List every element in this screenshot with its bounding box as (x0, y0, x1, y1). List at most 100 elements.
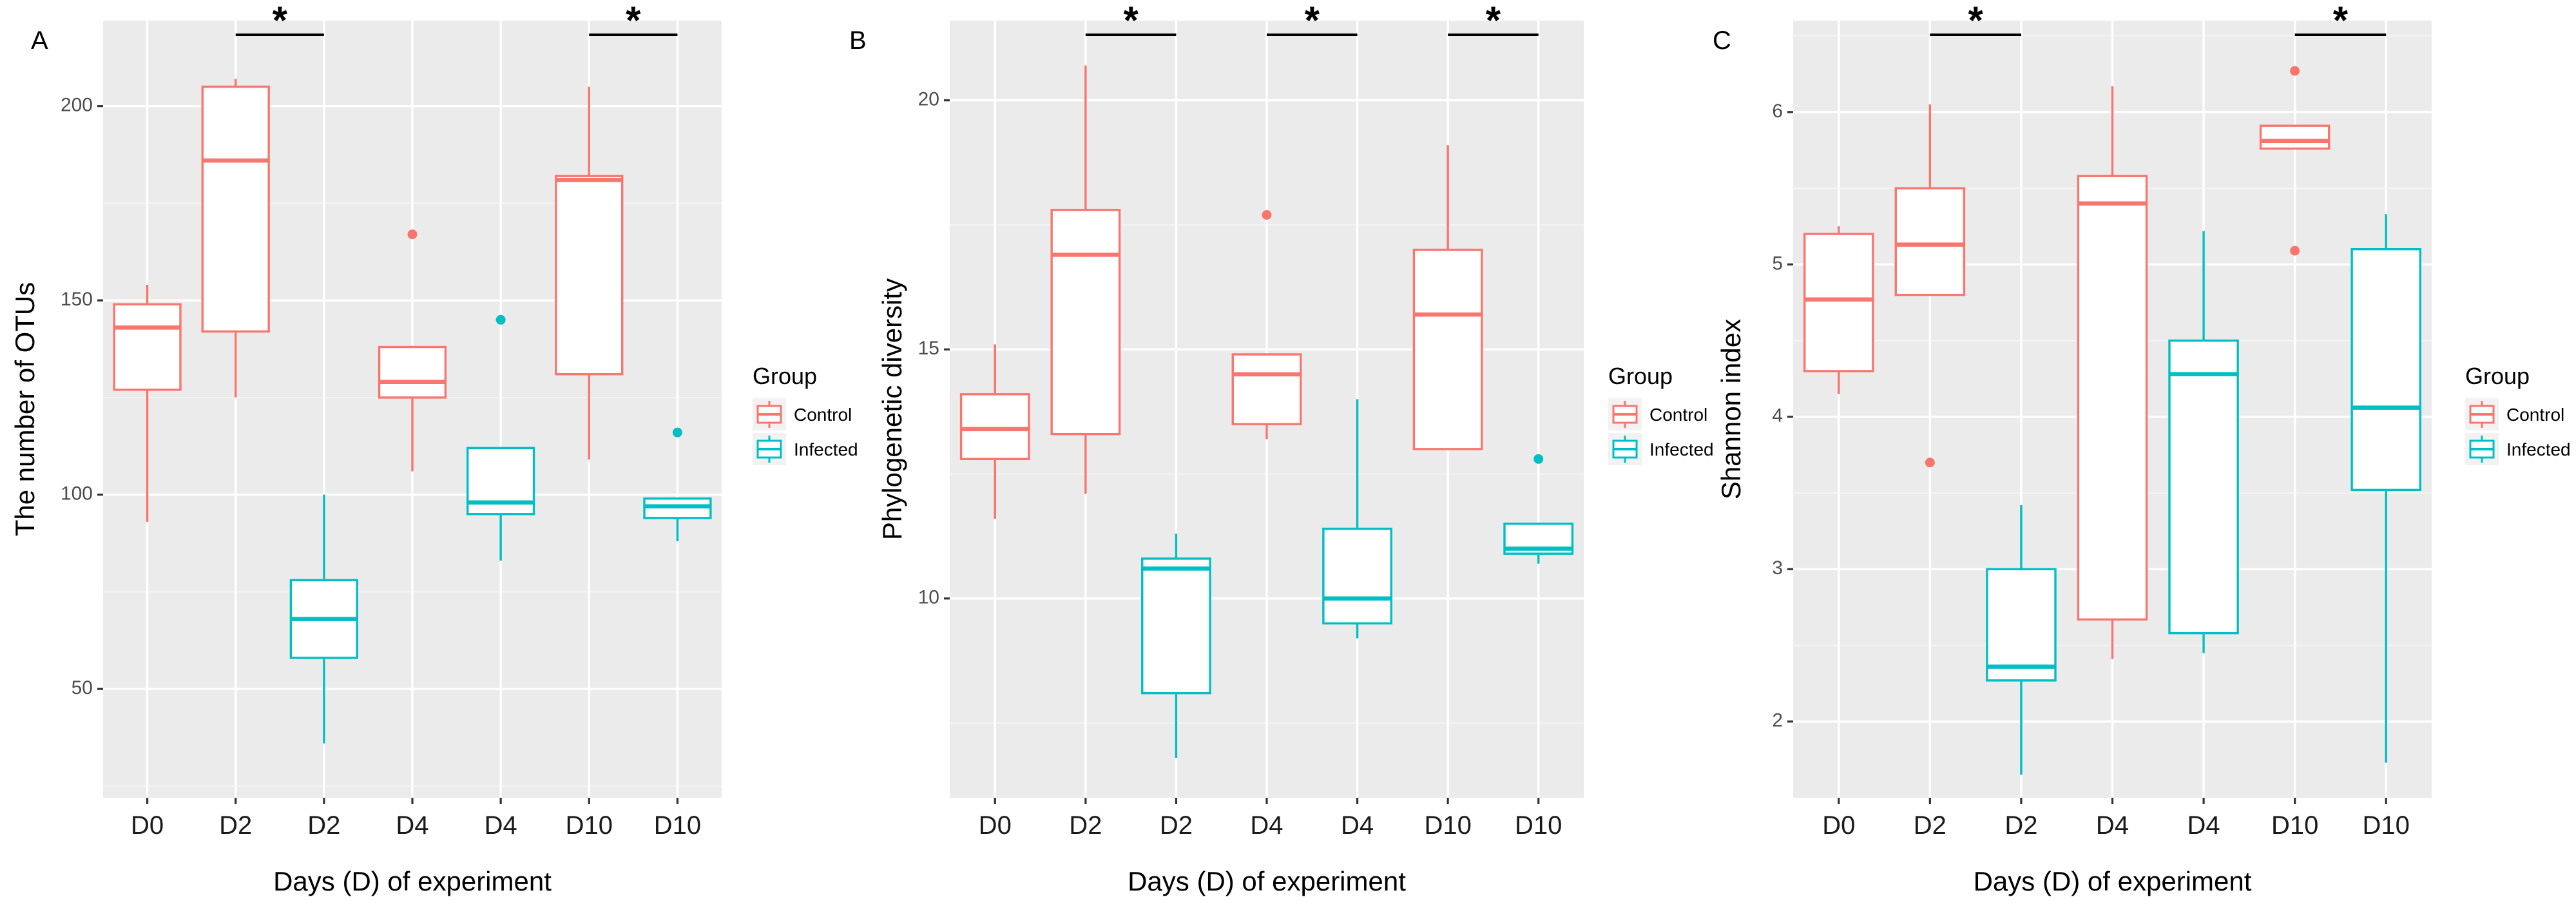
legend-label: Control (1649, 405, 1707, 425)
y-tick-label: 6 (1772, 101, 1783, 122)
x-tick-label: D10 (1515, 811, 1562, 840)
legend-title: Group (2465, 363, 2530, 389)
box-infected-d4 (2168, 231, 2239, 653)
x-tick-label: D10 (654, 811, 701, 840)
box-control-d4 (2077, 86, 2148, 659)
legend-item-infected: Infected (2465, 433, 2571, 465)
legend-label: Control (2506, 405, 2564, 425)
x-tick-label: D10 (2363, 811, 2410, 840)
box-control-d2 (201, 79, 270, 398)
box-control-d10 (1412, 145, 1483, 450)
box-control-d2 (1894, 104, 1966, 468)
legend: Group Control Infected (1608, 363, 1714, 465)
box-infected-d10 (643, 427, 712, 542)
x-tick-label: D4 (2096, 811, 2129, 840)
legend-label: Control (794, 405, 852, 425)
y-tick-label: 15 (918, 338, 939, 359)
iqr-box (1322, 527, 1392, 625)
box-infected-d2 (1141, 534, 1211, 758)
iqr-box (201, 85, 270, 333)
x-tick-label: D4 (1250, 811, 1283, 840)
legend-title: Group (753, 363, 817, 389)
x-tick-label: D10 (1424, 811, 1471, 840)
legend-title: Group (1608, 363, 1673, 389)
outlier-point (2290, 66, 2300, 76)
legend-item-infected: Infected (1608, 433, 1714, 465)
box-control-d4 (378, 229, 447, 472)
legend-item-infected: Infected (753, 433, 858, 465)
y-axis-title: Shannon index (1716, 319, 1746, 499)
x-tick-label: D2 (219, 811, 252, 840)
x-tick-label: D2 (2004, 811, 2037, 840)
x-tick-label: D2 (307, 811, 340, 840)
y-tick-label: 3 (1772, 557, 1783, 579)
panel-b: 10 15 20 D0 D2 D2 D4 D4 D10 D10 * * * Days (D) of exp… (849, 0, 1714, 896)
box-infected-d10 (2350, 214, 2422, 763)
outlier-point (407, 229, 418, 240)
significance-star: * (1968, 0, 1983, 42)
y-tick-label: 20 (918, 89, 939, 110)
iqr-box (2077, 175, 2148, 621)
legend: Group Control Infected (753, 363, 858, 465)
y-axis-title: The number of OTUs (10, 282, 40, 536)
iqr-box (1894, 187, 1966, 296)
legend-item-control: Control (753, 398, 852, 430)
iqr-box (1050, 209, 1121, 436)
panel-c: 2 3 4 5 6 D0 D2 D2 D4 D4 D10 D10 * * Days (D) of exper… (1713, 0, 2571, 896)
iqr-box (378, 345, 447, 399)
legend-item-control: Control (1608, 398, 1707, 430)
significance-star: * (273, 0, 288, 42)
box-control-d10 (2259, 66, 2331, 256)
iqr-box (2259, 124, 2331, 150)
box-infected-d10 (1503, 454, 1574, 564)
iqr-box (959, 393, 1030, 461)
iqr-box (1141, 557, 1211, 695)
iqr-box (1986, 568, 2057, 682)
outlier-point (1533, 454, 1544, 464)
y-tick-label: 50 (72, 677, 93, 699)
legend-label: Infected (2506, 439, 2571, 459)
x-tick-label: D0 (979, 811, 1012, 840)
box-control-d10 (555, 86, 624, 460)
y-tick-label: 100 (61, 483, 93, 505)
outlier-point (672, 427, 682, 438)
iqr-box (555, 175, 624, 376)
x-tick-label: D10 (2271, 811, 2318, 840)
x-tick-label: D2 (1069, 811, 1102, 840)
x-tick-label: D2 (1160, 811, 1193, 840)
outlier-point (2290, 246, 2300, 256)
x-tick-label: D4 (1341, 811, 1374, 840)
x-axis-title: Days (D) of experiment (273, 866, 552, 896)
y-tick-label: 4 (1772, 405, 1783, 427)
box-infected-d2 (289, 494, 358, 744)
legend-label: Infected (794, 439, 858, 459)
iqr-box (2350, 248, 2422, 492)
y-tick-label: 150 (61, 289, 93, 310)
box-infected-d2 (1986, 505, 2057, 775)
y-axis-title: Phylogenetic diversity (877, 278, 907, 540)
outlier-point (1925, 458, 1935, 468)
y-tick-label: 2 (1772, 710, 1783, 731)
y-tick-label: 200 (61, 95, 93, 116)
box-control-d0 (113, 285, 182, 522)
y-tick-label: 5 (1772, 253, 1783, 274)
y-tick-label: 10 (918, 587, 939, 608)
x-tick-label: D4 (485, 811, 517, 840)
significance-star: * (2333, 0, 2349, 42)
x-tick-label: D0 (1822, 811, 1855, 840)
x-tick-label: D2 (1914, 811, 1946, 840)
legend-label: Infected (1649, 439, 1714, 459)
x-tick-label: D4 (396, 811, 428, 840)
legend-item-control: Control (2465, 398, 2564, 430)
x-tick-label: D4 (2187, 811, 2220, 840)
box-control-d2 (1050, 65, 1121, 494)
panel-letter: B (849, 26, 867, 55)
iqr-box (1231, 353, 1302, 425)
panel-letter: C (1713, 26, 1731, 55)
iqr-box (1412, 248, 1483, 450)
outlier-point (495, 314, 506, 325)
significance-star: * (1486, 0, 1501, 42)
box-infected-d4 (1322, 399, 1392, 639)
